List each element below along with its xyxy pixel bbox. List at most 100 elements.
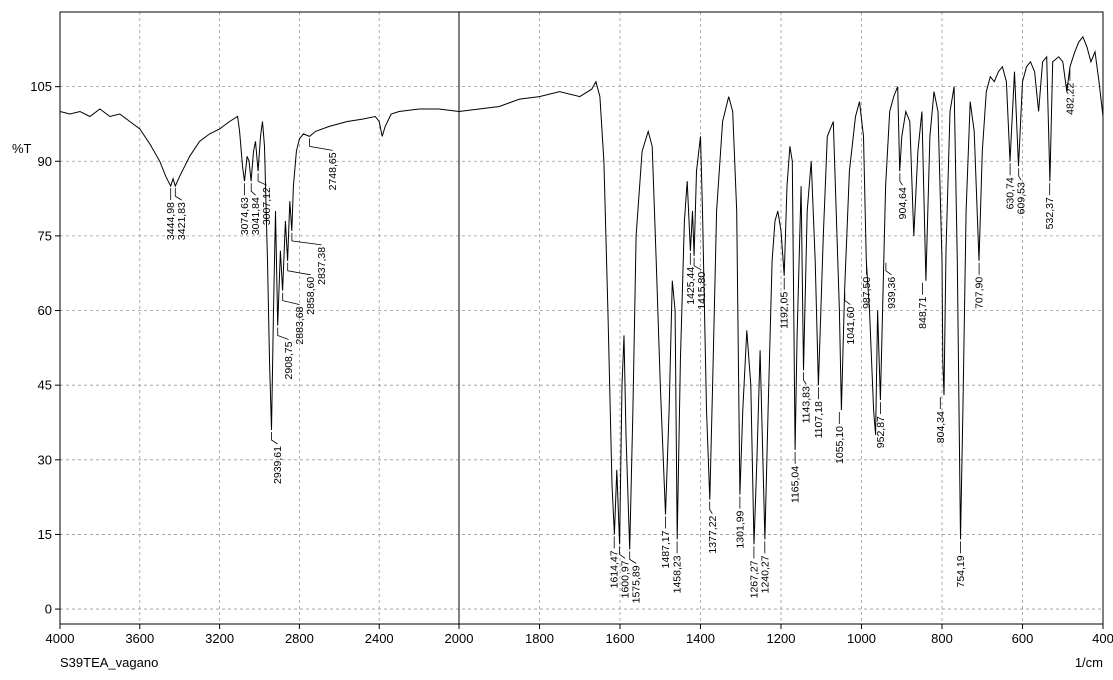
peak-leader-line: [277, 327, 289, 340]
peak-label-group: 3007,12: [257, 173, 273, 225]
peak-label: 3041,84: [250, 197, 262, 235]
peak-label: 1041,60: [845, 306, 857, 344]
peak-leader-line: [803, 372, 807, 385]
y-tick-label: 90: [38, 154, 52, 169]
peak-leader-line: [844, 292, 851, 305]
peak-label: 1458,23: [672, 555, 684, 593]
peak-label: 1055,10: [834, 426, 846, 464]
peak-label: 1301,99: [734, 510, 746, 548]
peak-label-group: 2837,38: [291, 232, 328, 285]
x-tick-label: 600: [1012, 631, 1034, 646]
peak-label: 1487,17: [660, 530, 672, 568]
peak-label-group: 3041,84: [250, 183, 262, 235]
peak-label-group: 1600,97: [619, 546, 632, 598]
peak-label-group: 1575,89: [629, 551, 643, 603]
peak-label-group: 532,37: [1044, 183, 1056, 229]
peak-leader-line: [899, 173, 903, 186]
peak-leader-line: [309, 138, 333, 151]
peak-leader-line: [271, 432, 278, 445]
x-tick-label: 2400: [365, 631, 394, 646]
x-tick-label: 1200: [767, 631, 796, 646]
peak-label: 1240,27: [759, 555, 771, 593]
peak-label: 904,64: [897, 187, 909, 219]
peak-label: 1165,04: [790, 466, 802, 503]
peak-label-group: 2883,68: [282, 292, 306, 345]
x-tick-label: 1000: [847, 631, 876, 646]
x-tick-label: 1400: [686, 631, 715, 646]
peak-label: 630,74: [1005, 177, 1017, 209]
peak-label-group: 2858,60: [287, 262, 317, 315]
peak-label: 987,50: [861, 277, 873, 309]
peak-label-group: 1267,27: [748, 546, 760, 598]
y-tick-label: 75: [38, 228, 52, 243]
peak-label-group: 1165,04: [790, 451, 802, 503]
peak-label-group: 1240,27: [759, 541, 771, 593]
peak-leader-line: [1018, 168, 1022, 181]
peak-label-group: 1458,23: [672, 541, 684, 593]
x-tick-label: 400: [1092, 631, 1113, 646]
plot-frame: [59, 11, 1104, 625]
x-tick-label: 1600: [606, 631, 635, 646]
peak-label: 1143,83: [801, 386, 813, 423]
peak-leader-line: [693, 257, 702, 271]
peak-label: 1600,97: [620, 560, 632, 598]
x-tick-label: 1800: [525, 631, 554, 646]
peak-labels: 3444,98 3421,83 3074,63 3041,84 3007,12 2939,…: [165, 68, 1076, 603]
peak-label-group: 2939,61: [271, 432, 284, 484]
peak-label: 754,19: [955, 555, 967, 587]
peak-label: 1614,47: [609, 550, 621, 588]
peak-label: 2858,60: [305, 277, 317, 315]
peak-label: 1267,27: [748, 560, 760, 598]
peak-label: 482,22: [1064, 83, 1076, 115]
peak-label: 1192,05: [779, 292, 791, 329]
peak-label: 2837,38: [316, 247, 328, 285]
peak-label-group: 1055,10: [834, 412, 846, 464]
peak-label-group: 3074,63: [239, 183, 251, 235]
peak-label: 609,53: [1016, 182, 1028, 214]
peak-label-group: 904,64: [897, 173, 909, 219]
peak-label-group: 707,90: [974, 262, 986, 309]
peak-label-group: 1614,47: [609, 536, 621, 588]
y-tick-label: 0: [45, 602, 52, 617]
sample-name: S39TEA_vagano: [60, 655, 158, 670]
x-tick-label: 2800: [285, 631, 314, 646]
peak-label: 3074,63: [239, 197, 251, 235]
peak-label: 952,87: [875, 416, 887, 448]
peak-label-group: 609,53: [1016, 168, 1028, 214]
x-tick-label: 4000: [46, 631, 75, 646]
peak-label: 1415,80: [696, 272, 708, 310]
y-axis-label: %T: [12, 141, 32, 156]
peak-label-group: 482,22: [1064, 68, 1076, 115]
peak-leader-line: [287, 262, 311, 276]
peak-leader-line: [282, 292, 300, 305]
peak-label: 939,36: [886, 277, 898, 309]
grid-lines: [60, 12, 1103, 624]
peak-label-group: 804,34: [935, 397, 947, 443]
peak-leader-line: [250, 183, 256, 196]
peak-leader-line: [174, 188, 182, 201]
peak-label: 707,90: [974, 277, 986, 309]
peak-label-group: 2748,65: [309, 138, 339, 190]
y-axis-ticks: 0 15 30 45 60 75 90 105: [30, 79, 60, 617]
peak-leader-line: [291, 232, 322, 246]
peak-label-group: 3421,83: [174, 188, 188, 240]
peak-label-group: 1415,80: [693, 257, 708, 310]
peak-label: 1425,44: [685, 267, 697, 305]
peak-label-group: 1192,05: [779, 277, 791, 329]
peak-leader-line: [885, 262, 892, 276]
peak-leader-line: [257, 173, 267, 186]
x-axis-ticks: 4000 3600 3200 2800 2400 2000 1800 1600 1400 1200…: [46, 624, 1113, 646]
peak-label-group: 1143,83: [801, 372, 813, 423]
peak-label-group: 848,71: [917, 282, 929, 329]
peak-label-group: 987,50: [861, 262, 873, 309]
peak-label-group: 754,19: [955, 541, 967, 588]
y-tick-label: 30: [38, 452, 52, 467]
peak-label: 2908,75: [283, 341, 295, 379]
peak-label: 1377,22: [707, 515, 719, 553]
y-tick-label: 105: [30, 79, 52, 94]
peak-label-group: 3444,98: [165, 188, 177, 240]
peak-label: 2939,61: [272, 446, 284, 484]
peak-label: 3444,98: [165, 202, 177, 240]
peak-label-group: 1377,22: [707, 501, 719, 554]
